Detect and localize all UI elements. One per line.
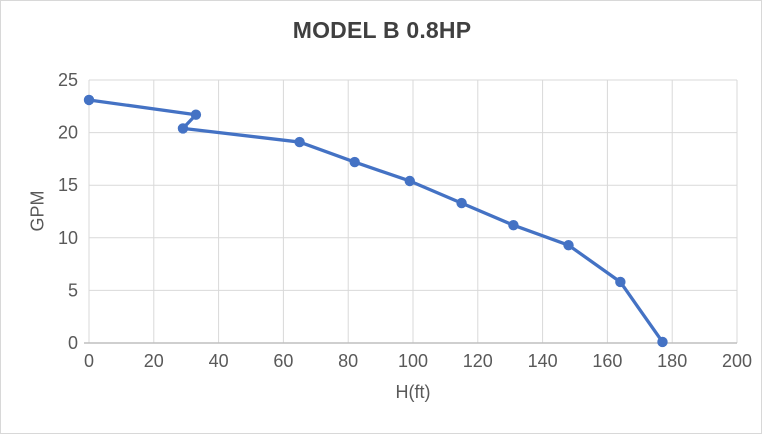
x-tick-label: 80 — [338, 351, 358, 371]
y-tick-label: 15 — [58, 175, 78, 195]
y-tick-label: 10 — [58, 228, 78, 248]
x-tick-label: 180 — [657, 351, 687, 371]
x-tick-label: 120 — [463, 351, 493, 371]
data-point-marker — [456, 197, 467, 209]
x-tick-label: 200 — [722, 351, 752, 371]
chart-title: MODEL B 0.8HP — [292, 17, 472, 43]
data-point-marker — [177, 123, 189, 134]
data-point-marker — [404, 175, 415, 187]
data-point-marker — [349, 156, 360, 168]
y-tick-label: 0 — [68, 333, 78, 353]
data-point-marker — [294, 136, 305, 148]
series-line — [87, 98, 665, 344]
y-axis-title: GPM — [27, 190, 48, 232]
data-point-marker — [508, 219, 519, 231]
data-point-marker — [83, 94, 95, 106]
y-tick-label: 25 — [58, 70, 78, 90]
y-tick-label: 5 — [68, 280, 78, 300]
x-tick-label: 0 — [84, 351, 94, 371]
x-tick-label: 140 — [528, 351, 558, 371]
data-point-marker — [190, 109, 202, 120]
x-tick-label: 100 — [398, 351, 428, 371]
x-tick-label: 60 — [273, 351, 293, 371]
data-point-marker — [615, 276, 626, 288]
x-tick-label: 160 — [592, 351, 622, 371]
y-tick-label: 20 — [58, 123, 78, 143]
data-point-marker — [563, 239, 574, 251]
data-point-marker — [657, 336, 668, 348]
x-tick-label: 40 — [209, 351, 229, 371]
x-axis-title: H(ft) — [395, 382, 431, 402]
x-tick-label: 20 — [144, 351, 164, 371]
